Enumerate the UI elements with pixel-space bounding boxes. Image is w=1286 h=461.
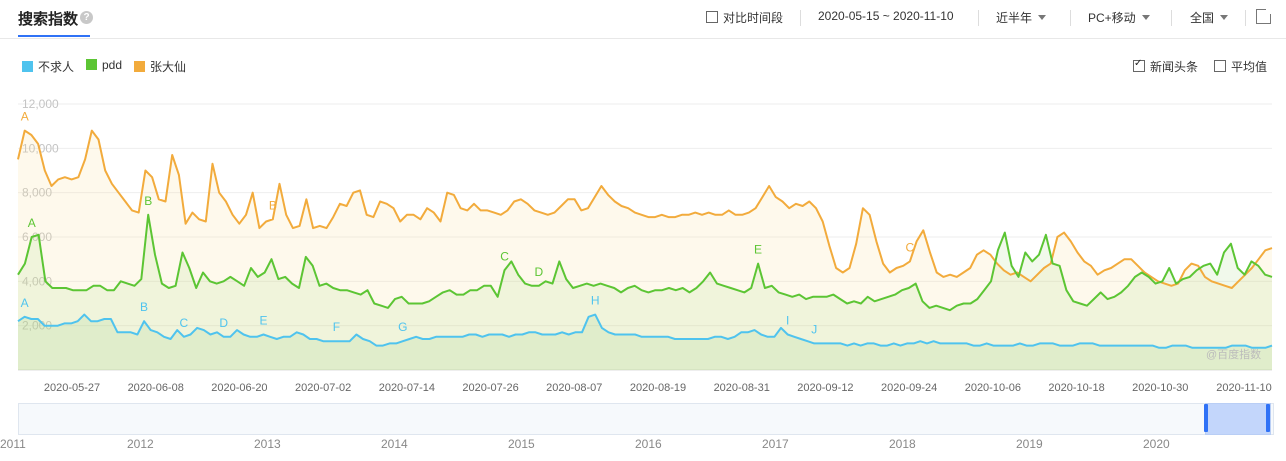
navigator-selection[interactable]	[1205, 403, 1271, 435]
legend-label: pdd	[102, 58, 123, 72]
news-annotation: B	[144, 194, 152, 208]
region-select[interactable]: 全国	[1190, 9, 1229, 26]
period-select[interactable]: 近半年	[996, 9, 1047, 26]
region-label: 全国	[1190, 11, 1215, 25]
x-tick-label: 2020-06-08	[128, 382, 184, 394]
news-annotation: A	[21, 296, 29, 310]
average-checkbox-icon[interactable]	[1214, 60, 1226, 72]
export-icon[interactable]	[1256, 8, 1272, 24]
compare-label: 对比时间段	[723, 11, 784, 25]
x-tick-label: 2020-09-12	[797, 382, 853, 394]
x-tick-label: 2020-08-19	[630, 382, 686, 394]
date-range-picker[interactable]: 2020-05-15 ~ 2020-11-10	[818, 9, 954, 23]
legend-label: 不求人	[38, 60, 75, 74]
navigator-year-label: 2016	[635, 437, 662, 451]
news-annotation: C	[180, 316, 189, 330]
divider	[1070, 10, 1071, 26]
page-title: 搜索指数	[18, 11, 79, 28]
news-annotation: E	[754, 243, 762, 257]
help-icon[interactable]: ?	[80, 11, 93, 24]
x-tick-label: 2020-09-24	[881, 382, 937, 394]
news-annotation: H	[591, 294, 600, 308]
x-tick-label: 2020-10-30	[1132, 382, 1188, 394]
divider	[978, 10, 979, 26]
x-tick-label: 2020-06-20	[211, 382, 267, 394]
navigator-year-label: 2018	[889, 437, 916, 451]
watermark: @百度指数	[1206, 349, 1262, 361]
divider	[1245, 10, 1246, 26]
chevron-down-icon	[1220, 15, 1229, 20]
series-area-0	[18, 314, 1272, 370]
divider	[1171, 10, 1172, 26]
y-tick-label: 6,000	[22, 230, 52, 244]
compare-checkbox-icon[interactable]	[706, 11, 718, 23]
device-select[interactable]: PC+移动	[1088, 9, 1150, 26]
device-label: PC+移动	[1088, 11, 1136, 25]
navigator-left-handle[interactable]	[1204, 404, 1208, 432]
x-tick-label: 2020-11-10	[1216, 382, 1271, 394]
navigator-year-label: 2015	[508, 437, 535, 451]
header-bar: 搜索指数 ? 对比时间段 2020-05-15 ~ 2020-11-10 近半年…	[0, 0, 1286, 39]
news-annotation: D	[219, 316, 228, 330]
navigator-year-label: 2019	[1016, 437, 1043, 451]
legend-label: 张大仙	[150, 60, 187, 74]
x-tick-label: 2020-10-06	[965, 382, 1021, 394]
x-tick-label: 2020-08-07	[546, 382, 602, 394]
news-annotation: B	[269, 198, 277, 212]
x-tick-label: 2020-10-18	[1048, 382, 1104, 394]
news-annotation: A	[21, 110, 29, 124]
navigator-year-label: 2013	[254, 437, 281, 451]
navigator-year-label: 2012	[127, 437, 154, 451]
news-toggle[interactable]: 新闻头条	[1133, 58, 1198, 75]
legend-swatch	[86, 59, 97, 70]
y-tick-label: 12,000	[22, 97, 59, 111]
news-annotation: D	[534, 265, 543, 279]
legend-swatch	[134, 61, 145, 72]
x-tick-label: 2020-07-02	[295, 382, 351, 394]
news-annotation: G	[398, 320, 407, 334]
chevron-down-icon	[1141, 15, 1150, 20]
news-annotation: J	[811, 322, 817, 336]
navigator-year-label: 2014	[381, 437, 408, 451]
news-checkbox-icon[interactable]	[1133, 58, 1145, 72]
series-line-2	[17, 129, 1273, 289]
series-area-1	[18, 214, 1272, 370]
news-annotation: A	[28, 216, 36, 230]
series-area-2	[18, 130, 1272, 370]
search-index-chart: 2,0004,0006,0008,00010,00012,0002020-05-…	[17, 97, 1273, 394]
navigator-year-label: 2011	[0, 437, 26, 451]
period-label: 近半年	[996, 11, 1033, 25]
y-tick-label: 10,000	[22, 141, 59, 155]
legend-item-pdd[interactable]: pdd	[86, 58, 122, 72]
x-tick-label: 2020-05-27	[44, 382, 100, 394]
x-tick-label: 2020-07-26	[462, 382, 518, 394]
series-line-0	[17, 313, 1273, 349]
y-tick-label: 8,000	[22, 186, 52, 200]
navigator-right-handle[interactable]	[1266, 404, 1270, 432]
x-tick-label: 2020-08-31	[714, 382, 770, 394]
news-annotation: E	[259, 314, 267, 328]
series-line-1	[17, 213, 1273, 312]
news-annotation: C	[906, 240, 915, 254]
average-label: 平均值	[1231, 60, 1268, 74]
news-annotation: B	[140, 300, 148, 314]
news-annotation: C	[500, 249, 509, 263]
navigator-year-label: 2017	[762, 437, 789, 451]
legend-swatch	[22, 61, 33, 72]
average-toggle[interactable]: 平均值	[1214, 58, 1267, 75]
news-annotation: I	[786, 314, 789, 328]
compare-toggle[interactable]: 对比时间段	[706, 9, 783, 26]
time-navigator[interactable]	[18, 403, 1274, 435]
news-label: 新闻头条	[1150, 60, 1199, 74]
y-tick-label: 2,000	[22, 319, 52, 333]
navigator-year-label: 2020	[1143, 437, 1170, 451]
chevron-down-icon	[1038, 15, 1047, 20]
divider	[800, 10, 801, 26]
legend-item-zhangdaxian[interactable]: 张大仙	[134, 58, 186, 75]
x-tick-label: 2020-07-14	[379, 382, 435, 394]
legend-item-buqiuren[interactable]: 不求人	[22, 58, 74, 75]
news-annotation: F	[333, 320, 340, 334]
title-underline	[18, 35, 90, 37]
